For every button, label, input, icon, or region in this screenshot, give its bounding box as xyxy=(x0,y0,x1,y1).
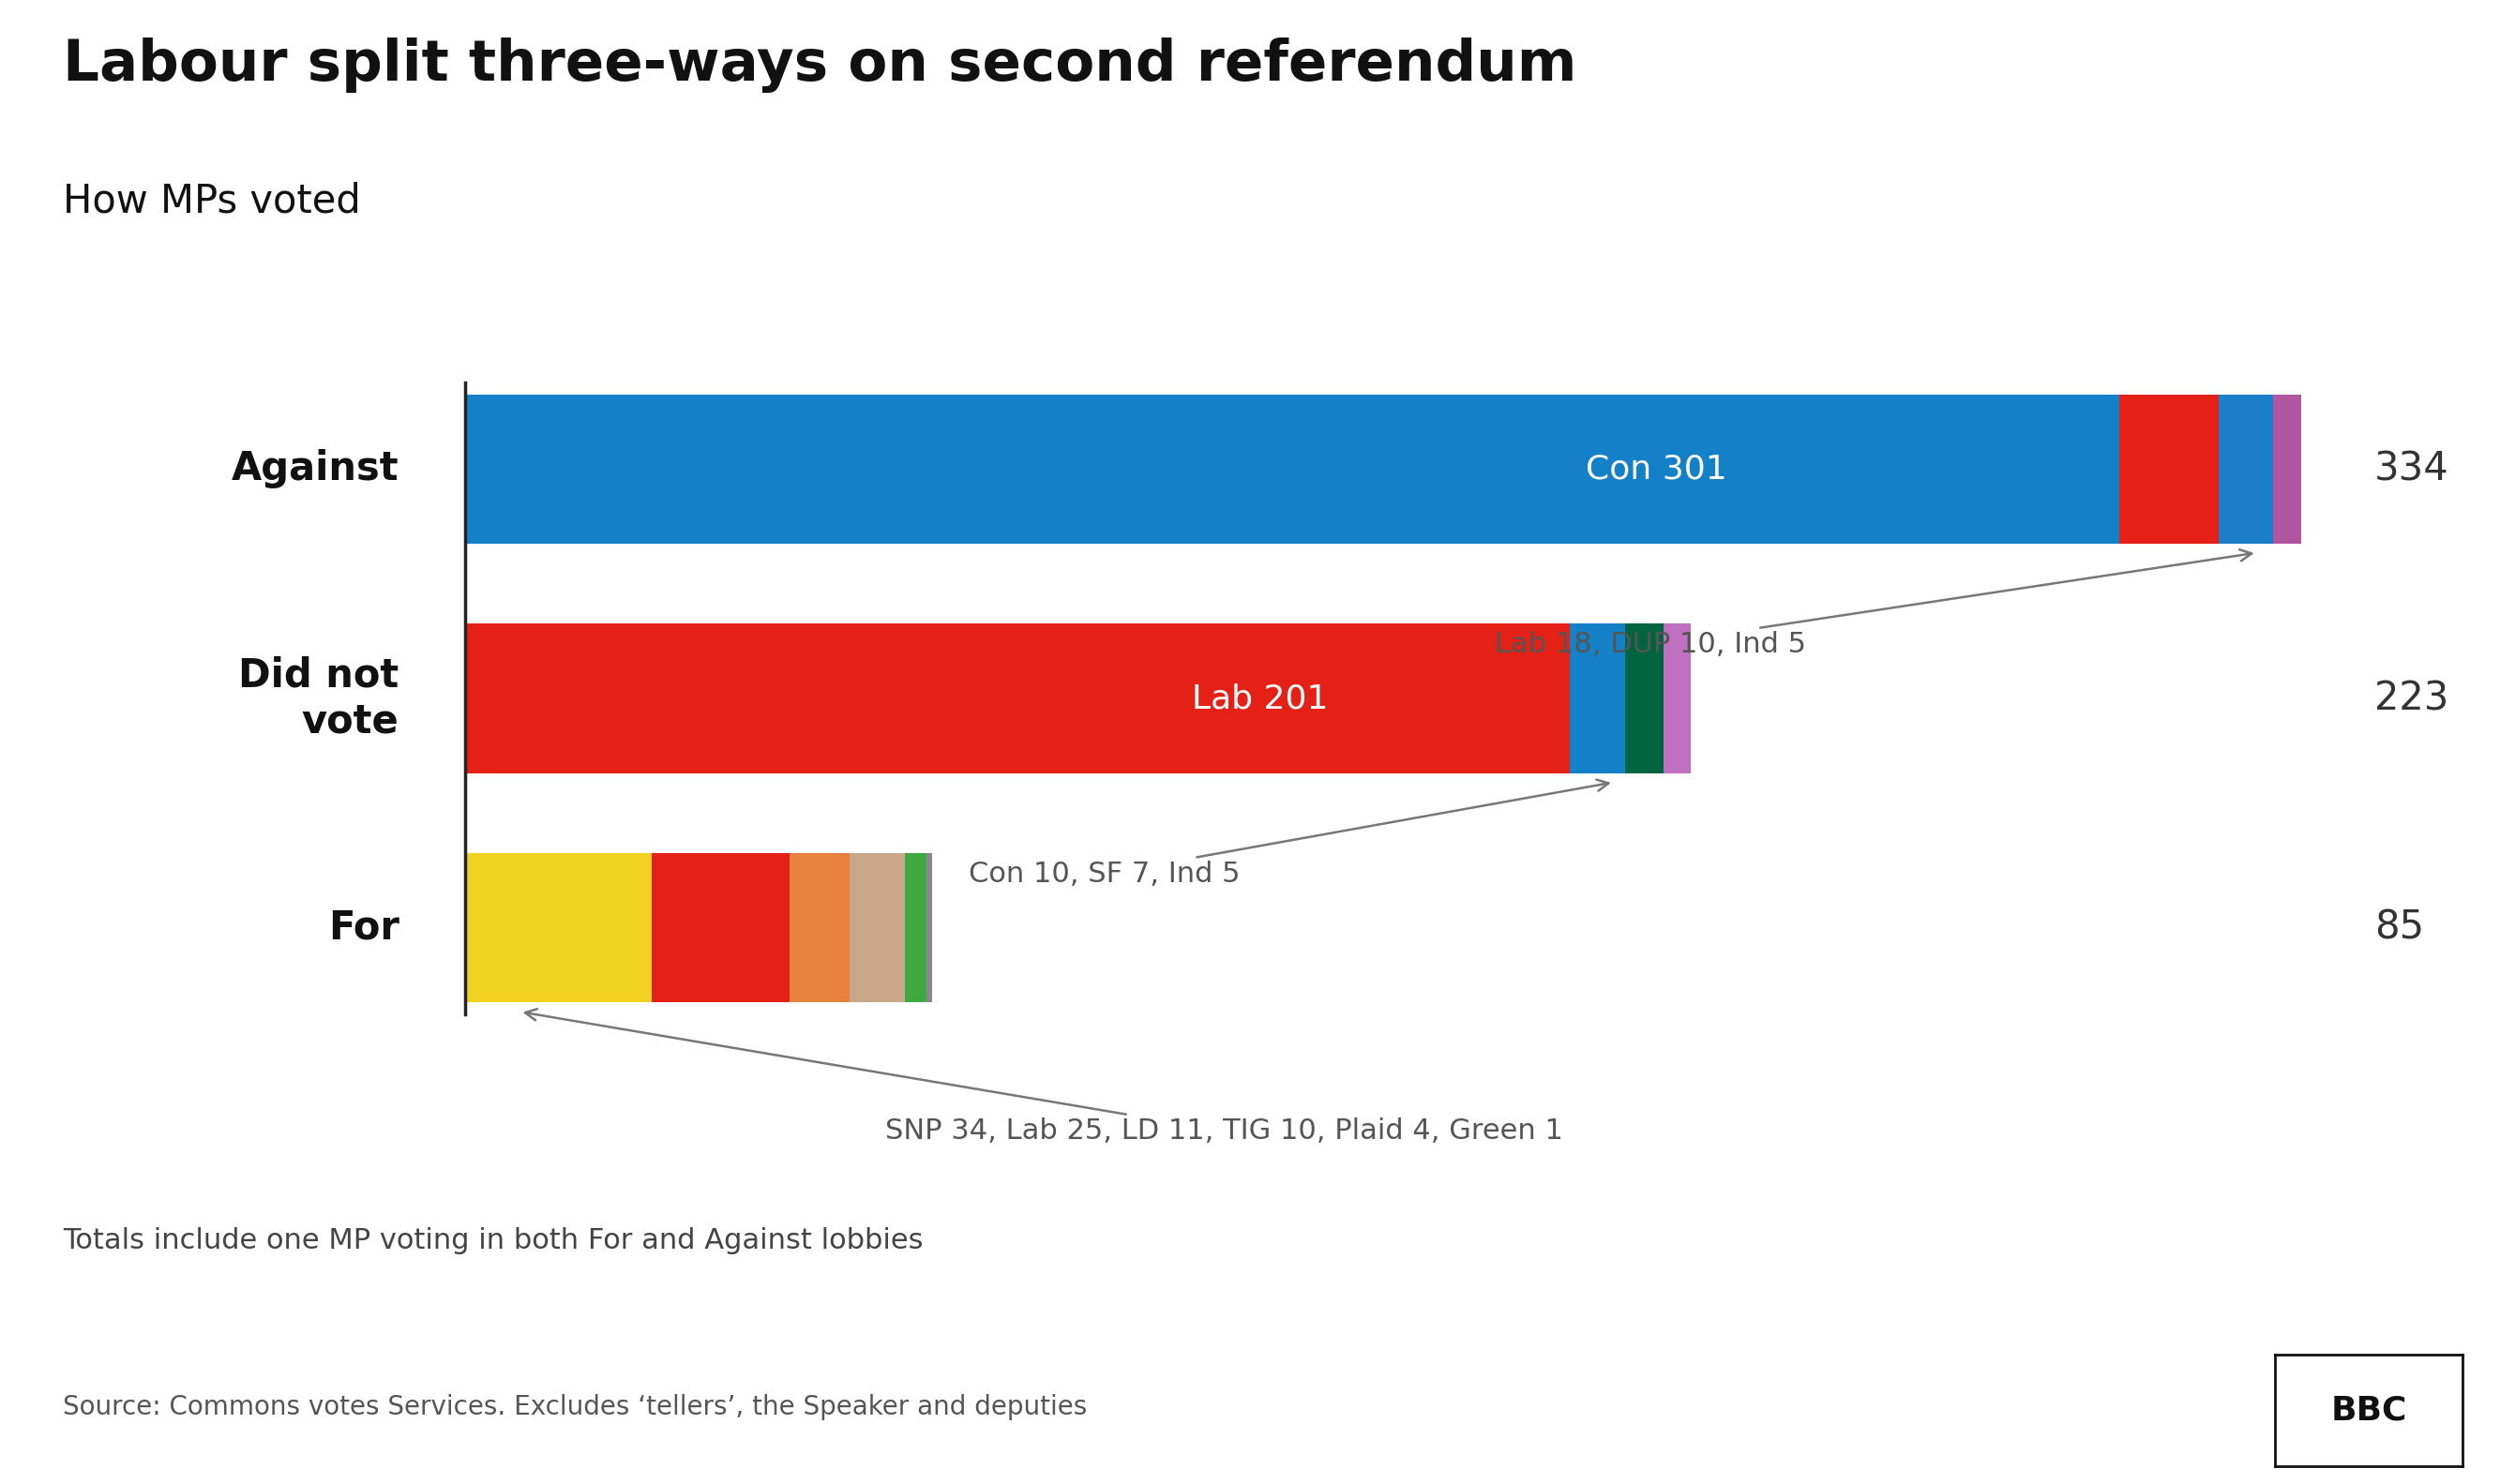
Bar xyxy=(1625,623,1663,773)
Text: Totals include one MP voting in both For and Against lobbies: Totals include one MP voting in both For… xyxy=(63,1227,922,1254)
Text: How MPs voted: How MPs voted xyxy=(63,181,360,221)
Text: 223: 223 xyxy=(2375,678,2448,718)
Text: Con 301: Con 301 xyxy=(1585,453,1727,485)
Bar xyxy=(790,853,850,1003)
Bar xyxy=(2273,395,2300,543)
Text: 85: 85 xyxy=(2375,908,2425,948)
Text: SNP 34, Lab 25, LD 11, TIG 10, Plaid 4, Green 1: SNP 34, Lab 25, LD 11, TIG 10, Plaid 4, … xyxy=(525,1009,1562,1144)
Bar xyxy=(465,623,1570,773)
Text: Lab 201: Lab 201 xyxy=(1192,683,1328,714)
Text: Against: Against xyxy=(232,450,400,488)
Text: Did not
vote: Did not vote xyxy=(238,656,400,741)
Bar xyxy=(465,395,2120,543)
Text: Source: Commons votes Services. Excludes ‘tellers’, the Speaker and deputies: Source: Commons votes Services. Excludes… xyxy=(63,1393,1088,1420)
Bar xyxy=(1663,623,1690,773)
Bar xyxy=(905,853,928,1003)
Bar xyxy=(2120,395,2218,543)
Text: For: For xyxy=(328,908,400,948)
Bar xyxy=(1570,623,1625,773)
Bar xyxy=(928,853,932,1003)
Text: 334: 334 xyxy=(2375,450,2450,488)
Bar xyxy=(465,853,652,1003)
Bar xyxy=(850,853,905,1003)
Bar xyxy=(2218,395,2273,543)
Bar xyxy=(652,853,790,1003)
Text: Con 10, SF 7, Ind 5: Con 10, SF 7, Ind 5 xyxy=(968,779,1608,887)
Text: BBC: BBC xyxy=(2330,1395,2408,1426)
Text: Lab 18, DUP 10, Ind 5: Lab 18, DUP 10, Ind 5 xyxy=(1495,549,2253,657)
Text: Labour split three-ways on second referendum: Labour split three-ways on second refere… xyxy=(63,37,1578,92)
